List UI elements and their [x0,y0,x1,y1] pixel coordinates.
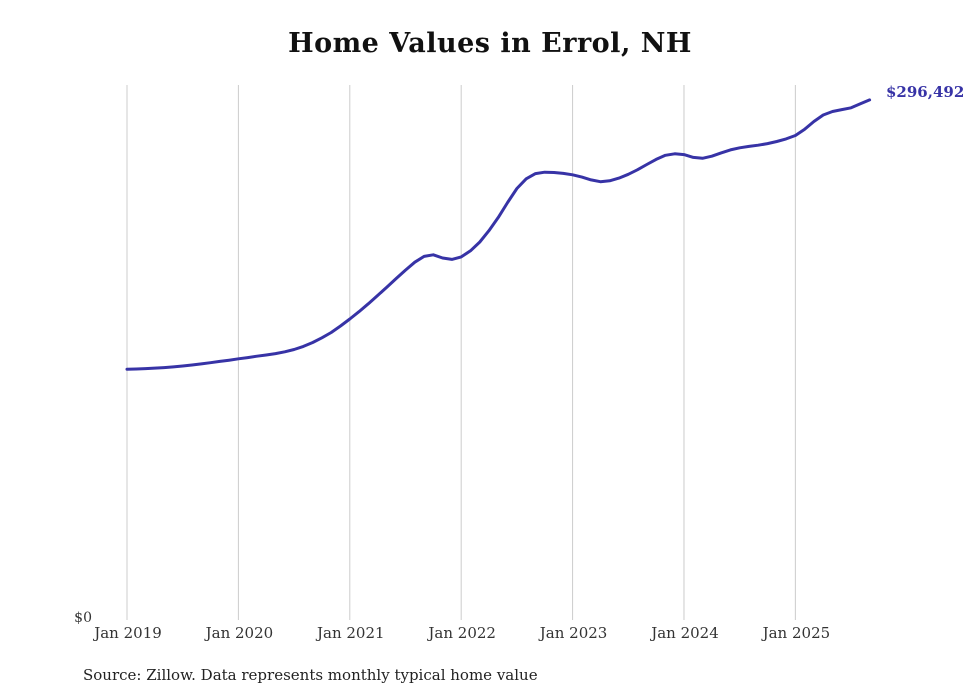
y-axis-zero-label: $0 [74,610,92,626]
chart-title: Home Values in Errol, NH [288,28,692,59]
x-tick-label: Jan 2022 [428,624,496,642]
x-tick-label: Jan 2025 [762,624,831,642]
x-tick-label: Jan 2023 [539,624,608,642]
x-tick-label: Jan 2019 [94,624,162,642]
x-tick-label: Jan 2024 [651,624,719,642]
latest-value-label: $296,492 [886,83,965,101]
home-value-line [125,98,872,371]
source-note: Source: Zillow. Data represents monthly … [83,666,538,684]
x-tick-label: Jan 2020 [205,624,274,642]
x-tick-label: Jan 2021 [317,624,385,642]
